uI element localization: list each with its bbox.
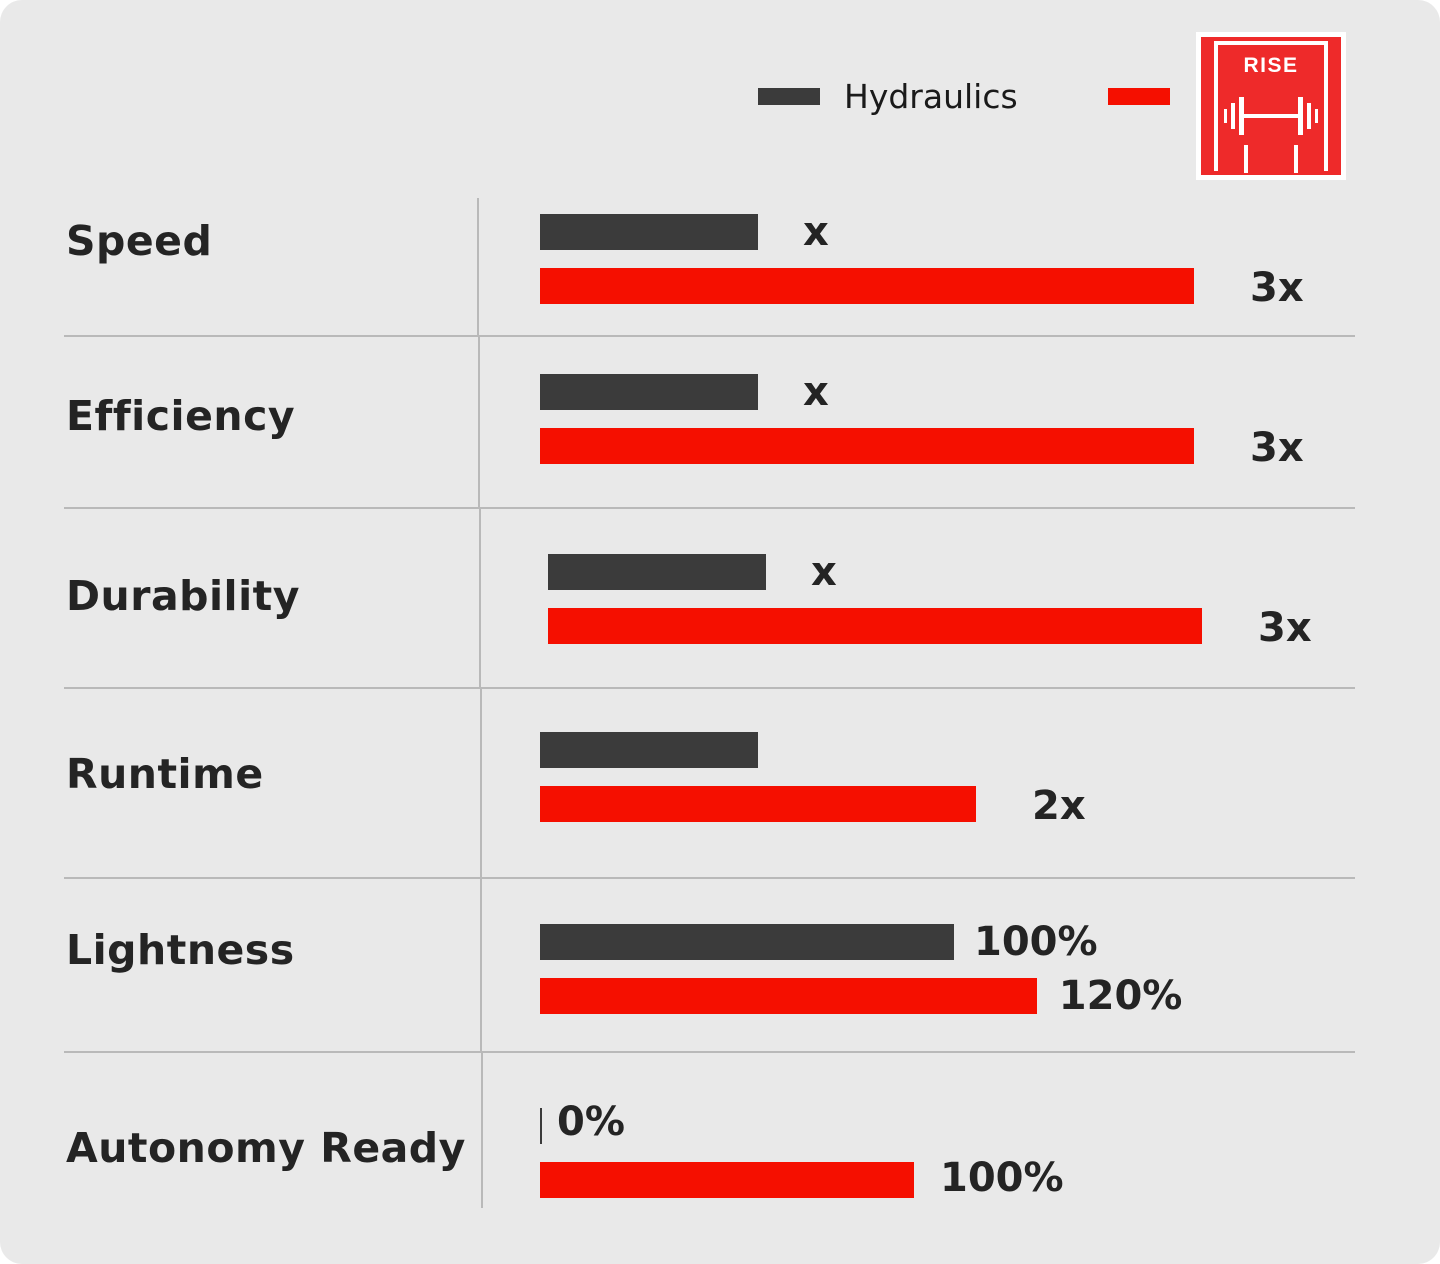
bar-rise	[548, 608, 1202, 644]
row-divider	[64, 335, 1355, 337]
bar-rise	[540, 978, 1037, 1014]
value-label-rise: 2x	[1032, 783, 1086, 829]
row-divider	[64, 507, 1355, 509]
column-divider	[477, 198, 479, 336]
column-divider	[480, 688, 482, 878]
value-label-rise: 100%	[940, 1155, 1064, 1201]
bar-rise	[540, 786, 976, 822]
column-divider	[479, 508, 481, 688]
bar-hydraulics	[548, 554, 766, 590]
bar-rise	[540, 268, 1194, 304]
value-label-hydraulics: 100%	[974, 919, 1098, 965]
value-label-hydraulics: x	[803, 209, 829, 255]
value-label-rise: 3x	[1250, 265, 1304, 311]
value-label-rise: 3x	[1258, 605, 1312, 651]
bar-hydraulics	[540, 924, 954, 960]
value-label-rise: 3x	[1250, 425, 1304, 471]
row-divider	[64, 1051, 1355, 1053]
category-label-lightness: Lightness	[66, 926, 295, 974]
value-label-rise: 120%	[1058, 973, 1183, 1019]
column-divider	[481, 1052, 483, 1208]
category-label-runtime: Runtime	[66, 750, 264, 798]
bar-hydraulics	[540, 214, 758, 250]
svg-text:RISE: RISE	[1243, 54, 1298, 77]
value-label-hydraulics: 0%	[557, 1099, 625, 1145]
category-label-efficiency: Efficiency	[66, 392, 296, 440]
bar-hydraulics	[540, 1108, 542, 1144]
legend-label-hydraulics: Hydraulics	[844, 77, 1018, 116]
legend-swatch-rise	[1108, 88, 1170, 105]
value-label-hydraulics: x	[811, 549, 837, 595]
bar-hydraulics	[540, 732, 758, 768]
column-divider	[478, 336, 480, 508]
bar-hydraulics	[540, 374, 758, 410]
category-label-speed: Speed	[66, 217, 213, 265]
column-divider	[480, 878, 482, 1052]
row-divider	[64, 687, 1355, 689]
category-label-autonomy-ready: Autonomy Ready	[66, 1124, 466, 1172]
bar-rise	[540, 428, 1194, 464]
category-label-durability: Durability	[66, 572, 300, 620]
rise-logo: RISE	[1196, 32, 1346, 180]
rise-logo-icon: RISE	[1201, 37, 1341, 175]
row-divider	[64, 877, 1355, 879]
legend-swatch-hydraulics	[758, 88, 820, 105]
bar-rise	[540, 1162, 914, 1198]
value-label-hydraulics: x	[803, 369, 829, 415]
